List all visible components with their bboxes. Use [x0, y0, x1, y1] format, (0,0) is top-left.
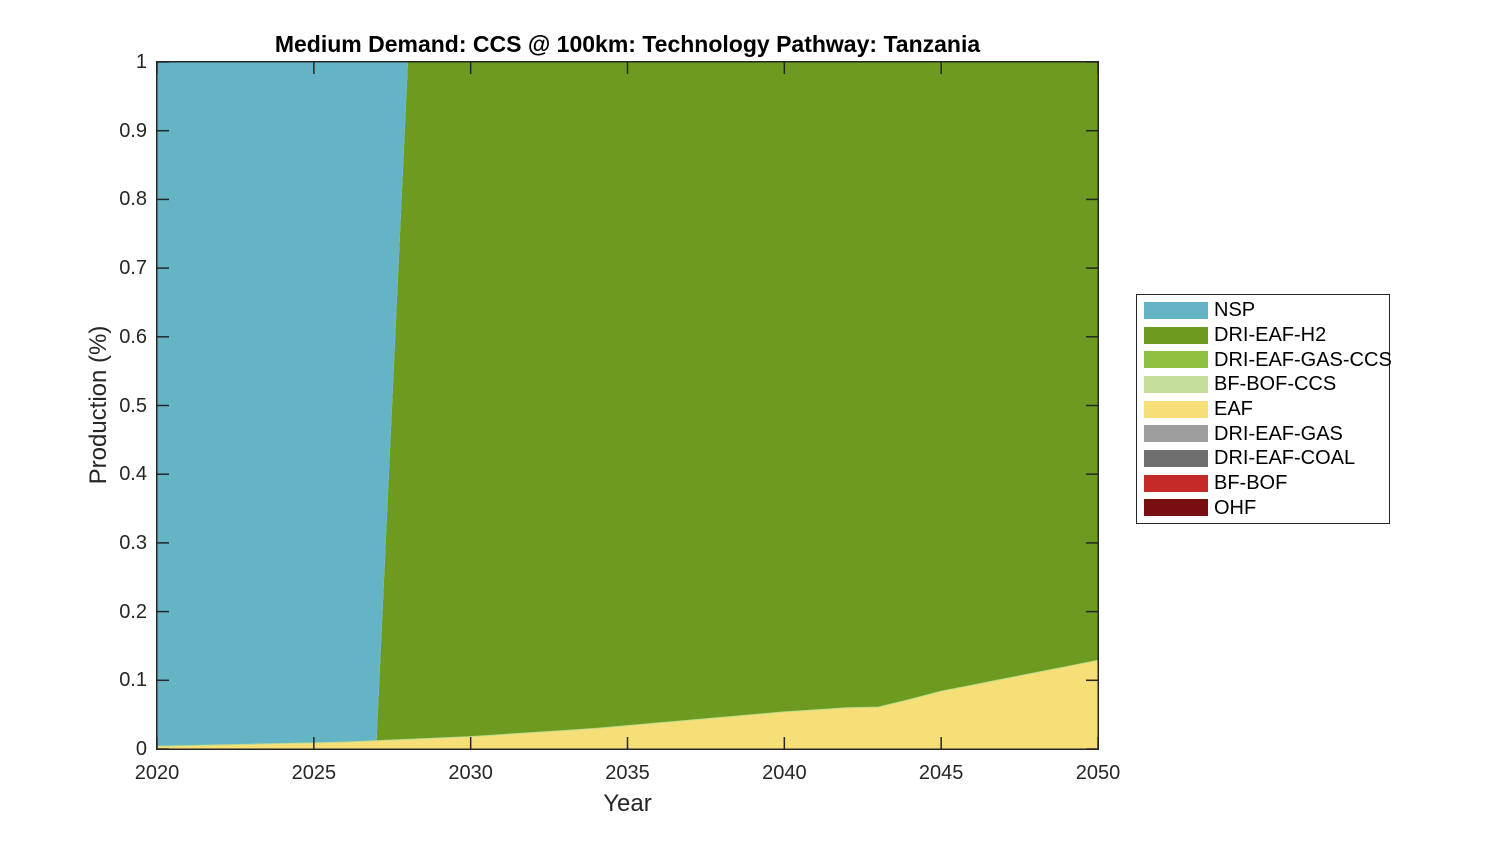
- x-tick-label-2020: 2020: [134, 762, 180, 784]
- y-tick-label-0.5: 0.5: [119, 394, 147, 417]
- legend-item-dri-eaf-gas: DRI-EAF-GAS: [1137, 421, 1389, 446]
- y-tick-label-0.7: 0.7: [119, 257, 147, 280]
- area-series-dri-eaf-h2: [157, 62, 1098, 747]
- legend: NSP DRI-EAF-H2 DRI-EAF-GAS-CCS BF-BOF-CCS EA…: [1136, 294, 1392, 524]
- x-tick-label-2030: 2030: [448, 762, 493, 784]
- y-tick-label-0.2: 0.2: [119, 600, 147, 623]
- legend-item-dri-eaf-gas-ccs: DRI-EAF-GAS-CCS: [1137, 347, 1392, 372]
- legend-item-ohf: OHF: [1137, 496, 1389, 521]
- legend-label: DRI-EAF-GAS: [1214, 422, 1343, 445]
- y-tick-label-0.3: 0.3: [119, 531, 147, 554]
- legend-label: DRI-EAF-GAS-CCS: [1214, 348, 1392, 371]
- legend-label: BF-BOF: [1214, 472, 1288, 495]
- legend-swatch-bf-bof-ccs: [1144, 375, 1208, 393]
- legend-item-bf-bof: BF-BOF: [1137, 471, 1389, 496]
- legend-item-nsp: NSP: [1137, 298, 1389, 323]
- x-axis-label: Year: [603, 790, 652, 817]
- y-tick-label-0.4: 0.4: [119, 463, 147, 486]
- legend-swatch-eaf: [1144, 400, 1208, 418]
- x-tick-label-2040: 2040: [762, 762, 807, 784]
- legend-label: DRI-EAF-COAL: [1214, 447, 1356, 470]
- area-series-nsp: [157, 62, 1098, 747]
- legend-swatch-ohf: [1144, 499, 1208, 517]
- legend-swatch-bf-bof: [1144, 474, 1208, 492]
- x-tick-label-2045: 2045: [918, 762, 964, 784]
- chart-title: Medium Demand: CCS @ 100km: Technology P…: [274, 31, 981, 57]
- legend-label: NSP: [1214, 299, 1256, 322]
- y-tick-label-1: 1: [135, 51, 147, 73]
- y-tick-label-0.8: 0.8: [119, 188, 147, 211]
- legend-label: EAF: [1214, 398, 1253, 421]
- y-tick-label-0.9: 0.9: [119, 119, 147, 142]
- legend-swatch-nsp: [1144, 301, 1208, 319]
- y-tick-label-0.1: 0.1: [119, 669, 147, 692]
- legend-swatch-dri-eaf-h2: [1144, 326, 1208, 344]
- x-tick-label-2050: 2050: [1075, 762, 1121, 784]
- x-tick-label-2035: 2035: [605, 762, 650, 784]
- legend-item-bf-bof-ccs: BF-BOF-CCS: [1137, 372, 1389, 397]
- legend-item-eaf: EAF: [1137, 397, 1389, 422]
- legend-swatch-dri-eaf-coal: [1144, 449, 1208, 467]
- area-series-eaf: [157, 660, 1098, 749]
- legend-item-dri-eaf-h2: DRI-EAF-H2: [1137, 323, 1389, 348]
- legend-label: OHF: [1214, 496, 1257, 519]
- plot-area: [156, 61, 1099, 750]
- legend-swatch-dri-eaf-gas-ccs: [1144, 351, 1208, 369]
- y-tick-label-0.6: 0.6: [119, 325, 147, 348]
- y-tick-label-0: 0: [135, 738, 147, 760]
- legend-swatch-dri-eaf-gas: [1144, 425, 1208, 443]
- axes-box: [156, 61, 1099, 750]
- legend-item-dri-eaf-coal: DRI-EAF-COAL: [1137, 446, 1389, 471]
- x-tick-label-2025: 2025: [291, 762, 337, 784]
- legend-label: BF-BOF-CCS: [1214, 373, 1337, 396]
- y-axis-label: Production (%): [85, 325, 112, 485]
- legend-label: DRI-EAF-H2: [1214, 324, 1327, 347]
